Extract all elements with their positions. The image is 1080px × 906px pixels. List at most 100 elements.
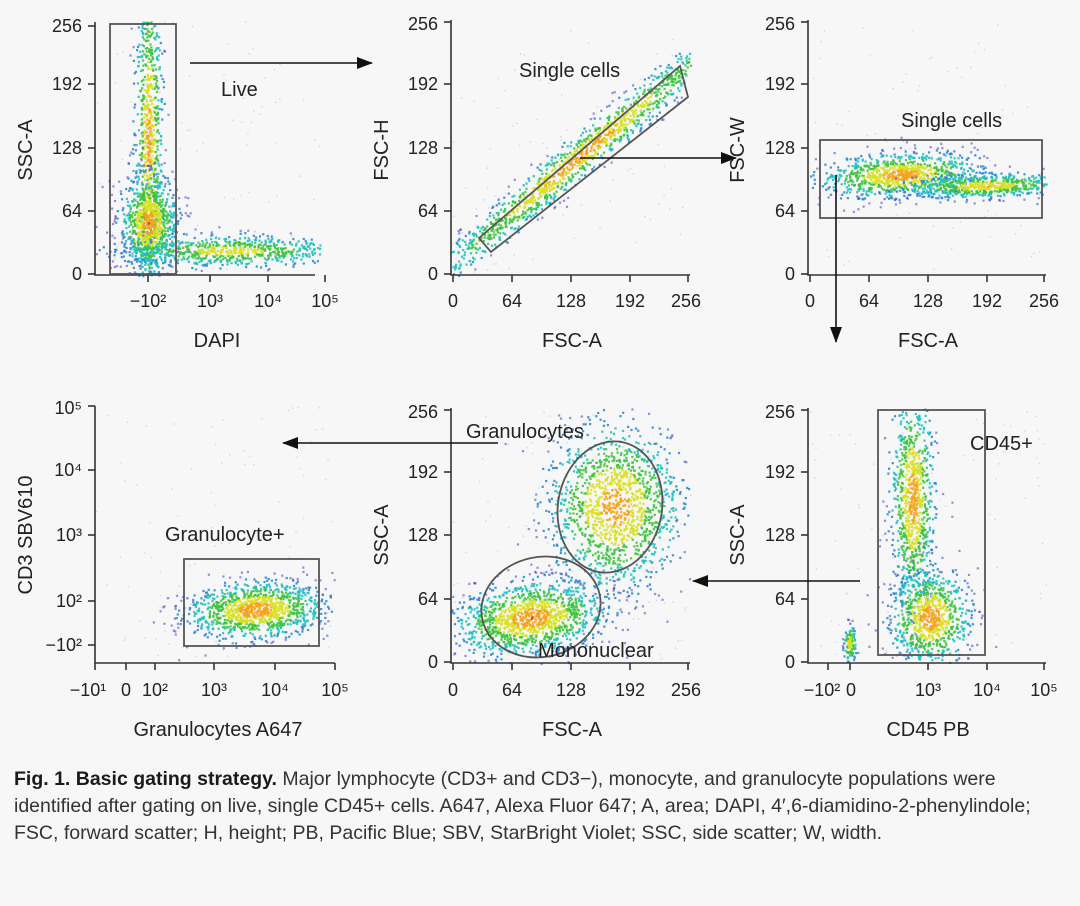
event-point [190,243,193,246]
event-point [944,189,947,192]
event-point [150,191,153,194]
event-point [516,210,519,213]
event-point [655,103,659,107]
event-point [239,229,242,232]
event-point [148,153,151,156]
event-point [150,218,153,221]
event-point [185,233,188,236]
event-point [575,148,578,151]
event-point [292,265,295,268]
event-point [946,170,949,173]
event-point [524,211,527,214]
event-point [599,117,602,120]
event-point [940,170,943,173]
event-point [204,257,207,260]
event-point [151,188,154,191]
event-point [595,141,598,144]
event-point [858,186,862,189]
event-point [136,206,139,209]
event-point [960,177,963,180]
event-point [648,123,651,126]
event-point [548,203,551,206]
event-point [855,166,858,169]
event-point [147,202,150,205]
event-point [189,212,192,215]
event-point [869,168,872,171]
event-point [629,103,632,106]
event-point [459,264,462,267]
event-point [170,228,173,232]
event-point [1007,182,1011,185]
event-point [153,236,156,239]
event-point [155,193,158,196]
event-point [97,102,99,104]
event-point [142,234,145,237]
event-point [861,197,864,201]
event-point [610,161,613,164]
event-point [868,175,871,178]
event-point [861,174,864,177]
event-point [497,77,500,80]
event-point [145,108,148,111]
event-point [261,106,263,108]
event-point [614,138,617,141]
event-point [959,221,962,223]
event-point [866,134,868,137]
event-point [523,215,526,219]
event-point [564,174,568,177]
event-point [141,271,144,274]
event-point [154,224,157,227]
event-point [589,150,592,153]
event-point [999,188,1002,191]
event-point [630,129,633,132]
event-point [170,212,173,215]
event-point [669,208,671,210]
event-point [228,239,230,241]
event-point [591,168,594,171]
event-point [143,226,147,229]
event-point [1003,194,1006,197]
event-point [140,262,143,265]
event-point [500,208,503,211]
event-point [976,165,980,168]
event-point [145,50,148,53]
event-point [133,243,137,246]
event-point [585,149,588,152]
event-point [595,151,598,154]
event-point [649,95,652,98]
event-point [860,155,863,158]
event-point [127,237,130,241]
event-point [486,237,489,240]
event-point [886,175,889,178]
event-point [934,189,937,192]
event-point [859,167,862,170]
event-point [235,247,238,250]
event-point [488,207,490,209]
event-point [1002,188,1005,191]
event-point [502,232,505,235]
event-point [938,151,941,154]
event-point [976,180,979,183]
event-point [970,167,973,171]
event-point [925,180,929,183]
event-point [150,104,152,106]
event-point [120,192,123,195]
event-point [281,250,284,253]
event-point [564,184,567,187]
event-point [136,182,139,185]
event-point [142,59,145,62]
event-point [930,184,933,187]
event-point [886,160,889,163]
event-point [142,188,145,191]
event-point [900,170,903,173]
event-point [530,195,533,198]
event-point [877,185,880,188]
event-point [540,185,543,188]
event-point [981,176,984,179]
event-point [144,171,147,174]
event-point [143,218,146,221]
event-point [145,202,148,205]
event-point [924,156,927,159]
event-point [593,166,596,169]
event-point [264,243,267,246]
